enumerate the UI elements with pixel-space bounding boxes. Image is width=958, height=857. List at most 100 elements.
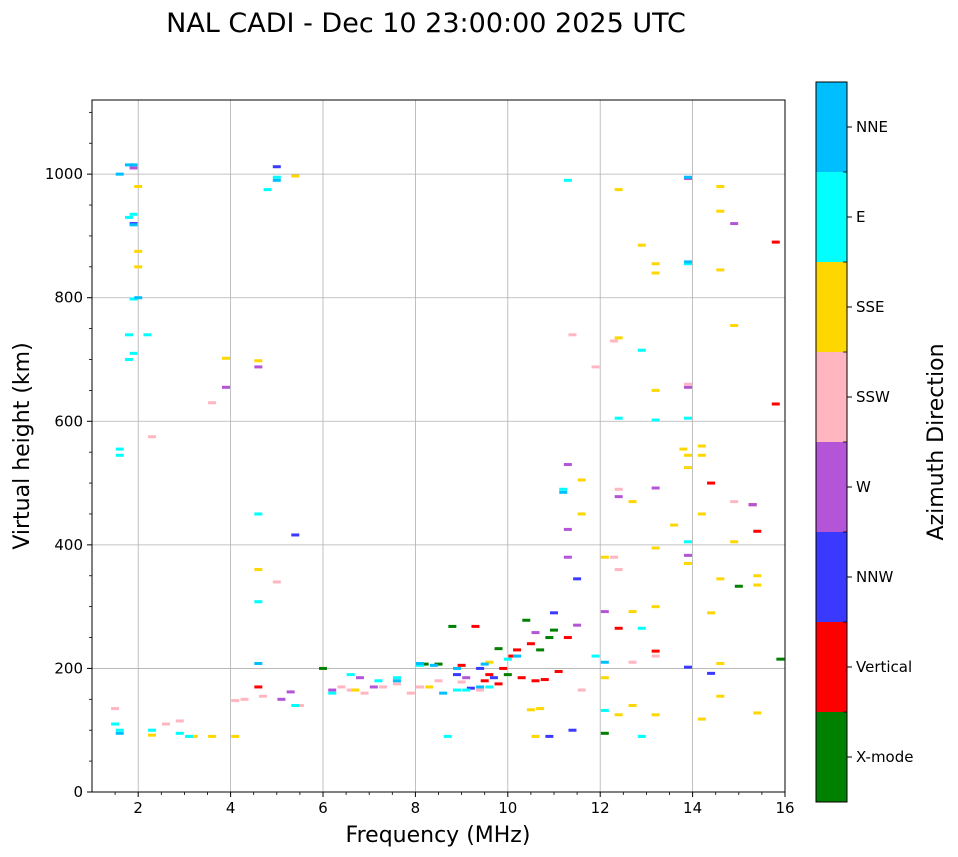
x-tick-label: 12 [591, 799, 610, 817]
data-point-sse [134, 265, 143, 269]
data-point-vertical [499, 666, 508, 670]
data-point-e [614, 416, 623, 420]
data-point-e [416, 663, 425, 667]
data-point-sse [670, 523, 679, 527]
data-point-w [462, 676, 471, 680]
data-point-sse [425, 685, 434, 689]
data-point-nne [115, 172, 124, 176]
data-point-nne [429, 663, 438, 667]
data-point-sse [651, 262, 660, 266]
data-point-ssw [416, 685, 425, 689]
data-point-ssw [111, 707, 120, 711]
data-point-e [115, 453, 124, 457]
data-point-sse [577, 478, 586, 482]
colorbar-swatch-w [816, 442, 847, 532]
data-point-sse [614, 713, 623, 717]
data-point-w [221, 385, 230, 389]
data-point-ssw [379, 685, 388, 689]
data-point-e [124, 358, 133, 361]
data-point-vertical [554, 670, 563, 674]
data-point-ssw [208, 401, 217, 405]
data-point-sse [351, 688, 360, 692]
colorbar-swatch-nne [816, 82, 847, 172]
data-point-e [563, 178, 572, 182]
data-point-vertical [614, 626, 623, 630]
data-point-ssw [231, 699, 240, 703]
data-point-sse [716, 185, 725, 188]
data-point-w [614, 495, 623, 499]
data-point-sse [628, 704, 637, 707]
data-point-nnw [452, 673, 461, 677]
data-point-e [263, 188, 272, 192]
data-point-x-mode [319, 666, 327, 670]
data-point-ssw [406, 691, 415, 695]
data-point-e [462, 688, 471, 692]
x-tick-label: 10 [498, 799, 517, 817]
data-point-sse [716, 694, 725, 698]
data-point-nne [683, 175, 692, 179]
data-point-e [392, 676, 401, 680]
data-point-sse [753, 583, 762, 587]
data-point-ssw [614, 487, 623, 491]
data-point-ssw [568, 333, 577, 337]
data-point-e [346, 673, 355, 677]
data-point-sse [716, 661, 725, 665]
data-point-sse [134, 185, 143, 188]
data-point-sse [231, 734, 240, 738]
data-point-sse [716, 209, 725, 213]
data-point-ssw [295, 704, 304, 707]
data-point-e [124, 215, 133, 219]
data-point-sse [753, 574, 762, 578]
data-point-sse [697, 444, 706, 448]
data-point-vertical [531, 679, 540, 683]
data-point-sse [651, 388, 660, 392]
data-point-ssw [148, 435, 157, 439]
data-point-nne [683, 260, 692, 264]
data-point-nne [134, 296, 143, 300]
data-point-sse [683, 561, 692, 565]
data-point-nnw [683, 665, 692, 669]
data-point-nne [559, 490, 568, 494]
data-point-sse [716, 577, 725, 581]
colorbar-label-sse: SSE [856, 298, 885, 316]
colorbar-label-w: W [856, 478, 871, 496]
data-point-nne [476, 685, 485, 689]
data-point-w [369, 685, 378, 689]
data-point-e [374, 679, 383, 683]
data-point-e [559, 487, 568, 491]
data-point-e [129, 351, 138, 355]
x-tick-label: 16 [775, 799, 794, 817]
data-point-e [637, 626, 646, 630]
data-point-ssw [175, 719, 184, 723]
data-point-x-mode [448, 624, 457, 628]
data-point-x-mode [494, 647, 503, 651]
data-point-e [291, 704, 300, 707]
data-point-x-mode [550, 628, 558, 632]
x-tick-label: 4 [226, 799, 236, 817]
data-point-sse [531, 734, 540, 738]
data-point-sse [683, 466, 692, 470]
colorbar: X-mode Vertical NNW W SSW SSE E NNE [815, 81, 913, 803]
data-point-w [563, 527, 572, 531]
data-point-vertical [771, 240, 780, 244]
data-point-sse [679, 447, 688, 451]
x-tick-label: 14 [683, 799, 702, 817]
x-tick-label: 6 [318, 799, 328, 817]
data-point-x-mode [420, 662, 429, 666]
data-point-ssw [614, 568, 623, 572]
data-point-sse [600, 676, 609, 680]
y-tick-label: 200 [54, 659, 83, 677]
data-point-nnw [291, 533, 300, 537]
colorbar-label-vertical: Vertical [856, 658, 912, 676]
data-point-x-mode [600, 731, 609, 735]
data-point-e [637, 348, 646, 352]
data-point-nne [124, 163, 133, 167]
data-point-nne [129, 223, 138, 227]
data-point-e [129, 297, 138, 301]
data-point-e [328, 691, 337, 695]
data-point-vertical [651, 649, 660, 653]
data-point-e [637, 734, 646, 738]
data-point-nnw [476, 666, 485, 670]
data-point-nnw [489, 676, 498, 680]
data-point-e [272, 175, 281, 179]
